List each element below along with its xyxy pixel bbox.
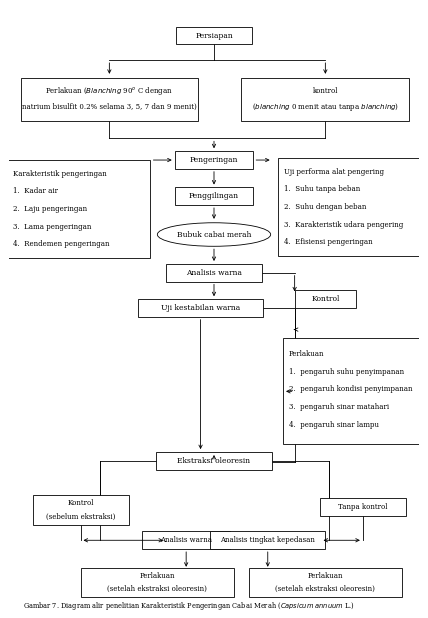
Bar bbox=[283, 339, 425, 444]
Text: (sebelum ekstraksi): (sebelum ekstraksi) bbox=[46, 513, 115, 521]
Bar bbox=[156, 452, 272, 470]
Text: 3.  Karakteristik udara pengering: 3. Karakteristik udara pengering bbox=[284, 221, 403, 229]
Text: Pengeringan: Pengeringan bbox=[190, 156, 238, 164]
Text: Bubuk cabai merah: Bubuk cabai merah bbox=[177, 231, 251, 239]
Bar bbox=[175, 187, 253, 205]
Text: ($\it{blanching}$ 0 menit atau tanpa $\it{blanching}$): ($\it{blanching}$ 0 menit atau tanpa $\i… bbox=[252, 101, 399, 113]
Text: 3.  Lama pengeringan: 3. Lama pengeringan bbox=[13, 222, 92, 231]
Bar bbox=[80, 568, 234, 597]
Bar bbox=[21, 78, 198, 121]
Text: Analisis tingkat kepedasan: Analisis tingkat kepedasan bbox=[220, 536, 315, 544]
Bar bbox=[210, 531, 325, 549]
Text: natrium bisulfit 0.2% selama 3, 5, 7 dan 9 menit): natrium bisulfit 0.2% selama 3, 5, 7 dan… bbox=[22, 103, 197, 111]
Bar bbox=[241, 78, 409, 121]
Text: (setelah ekstraksi oleoresin): (setelah ekstraksi oleoresin) bbox=[107, 585, 207, 593]
Bar bbox=[166, 264, 262, 282]
Text: 4.  Rendemen pengeringan: 4. Rendemen pengeringan bbox=[13, 240, 110, 248]
Text: 1.  Suhu tanpa beban: 1. Suhu tanpa beban bbox=[284, 185, 360, 193]
Text: Perlakuan ($\it{Blanching}$ 90$^o$ C dengan: Perlakuan ($\it{Blanching}$ 90$^o$ C den… bbox=[45, 85, 173, 98]
Bar bbox=[278, 158, 420, 256]
Text: Analisis warna: Analisis warna bbox=[186, 269, 242, 277]
Bar bbox=[138, 299, 263, 317]
Text: Analisis warna: Analisis warna bbox=[160, 536, 212, 544]
Bar bbox=[142, 531, 230, 549]
Text: kontrol: kontrol bbox=[313, 87, 338, 95]
Text: 2.  Laju pengeringan: 2. Laju pengeringan bbox=[13, 205, 87, 213]
Bar bbox=[320, 498, 406, 516]
Text: Gambar 7. Diagram alir penelitian Karakteristik Pengeringan Cabai Merah ($\it{Ca: Gambar 7. Diagram alir penelitian Karakt… bbox=[23, 600, 355, 612]
Text: Perlakuan: Perlakuan bbox=[140, 572, 175, 580]
Bar bbox=[249, 568, 402, 597]
Text: 4.  Efisiensi pengeringan: 4. Efisiensi pengeringan bbox=[284, 239, 373, 247]
Text: 3.  pengaruh sinar matahari: 3. pengaruh sinar matahari bbox=[289, 403, 389, 411]
Bar bbox=[33, 495, 128, 525]
Bar bbox=[294, 290, 356, 308]
Bar bbox=[175, 151, 253, 169]
Ellipse shape bbox=[158, 222, 270, 247]
Text: Uji kestabilan warna: Uji kestabilan warna bbox=[161, 304, 240, 312]
Text: Uji performa alat pengering: Uji performa alat pengering bbox=[284, 168, 384, 176]
Text: 4.  pengaruh sinar lampu: 4. pengaruh sinar lampu bbox=[289, 421, 379, 429]
Text: 2.  pengaruh kondisi penyimpanan: 2. pengaruh kondisi penyimpanan bbox=[289, 386, 413, 394]
Text: (setelah ekstraksi oleoresin): (setelah ekstraksi oleoresin) bbox=[276, 585, 375, 593]
Text: Penggilingan: Penggilingan bbox=[189, 192, 239, 200]
Text: Kontrol: Kontrol bbox=[67, 499, 94, 507]
Text: Tanpa kontrol: Tanpa kontrol bbox=[338, 503, 387, 511]
Text: 1.  pengaruh suhu penyimpanan: 1. pengaruh suhu penyimpanan bbox=[289, 368, 404, 376]
Text: Persiapan: Persiapan bbox=[195, 32, 233, 40]
Text: Perlakuan: Perlakuan bbox=[289, 350, 324, 358]
Text: Ekstraksi oleoresin: Ekstraksi oleoresin bbox=[178, 457, 250, 465]
Text: Kontrol: Kontrol bbox=[311, 295, 339, 303]
Bar bbox=[175, 27, 253, 44]
Text: Karakteristik pengeringan: Karakteristik pengeringan bbox=[13, 170, 107, 178]
Text: Perlakuan: Perlakuan bbox=[308, 572, 343, 580]
Text: 2.  Suhu dengan beban: 2. Suhu dengan beban bbox=[284, 203, 366, 211]
Text: 1.  Kadar air: 1. Kadar air bbox=[13, 187, 58, 195]
Bar bbox=[8, 160, 150, 258]
